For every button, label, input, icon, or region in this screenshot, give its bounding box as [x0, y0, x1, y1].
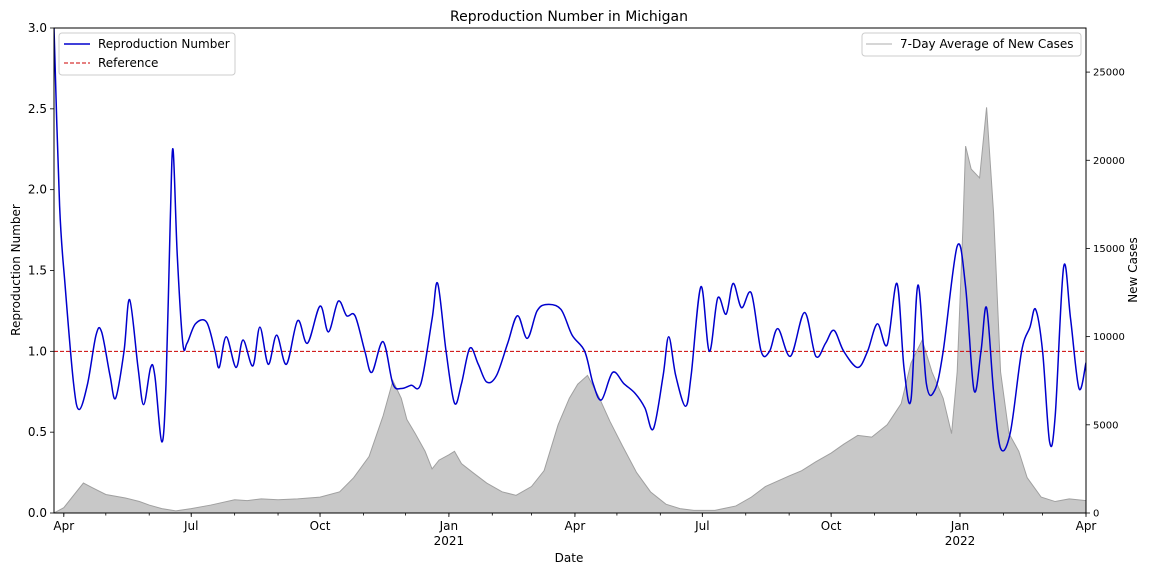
y-axis-right: 0 5000 10000 15000 20000 25000: [1086, 68, 1125, 520]
y-tick-label: 3.0: [28, 21, 47, 35]
y-tick-label: 2.5: [28, 102, 47, 116]
y-axis-left: 0.0 0.5 1.0 1.5 2.0 2.5 3.0: [28, 21, 54, 520]
y2-tick-label: 20000: [1093, 156, 1125, 167]
legend-right-box: [861, 32, 1082, 57]
x-tick-year-label: 2022: [945, 534, 976, 548]
chart-title: Reproduction Number in Michigan: [450, 9, 688, 25]
x-tick-year-label: 2021: [434, 534, 465, 548]
y2-tick-label: 15000: [1093, 244, 1125, 255]
legend-left-box: [58, 32, 236, 76]
legend-left: Reproduction Number Reference: [58, 32, 236, 76]
y2-tick-label: 10000: [1093, 332, 1125, 343]
legend-label-rt: Reproduction Number: [98, 37, 230, 51]
y2-tick-label: 5000: [1093, 420, 1118, 431]
y-tick-label: 1.0: [28, 344, 47, 358]
x-tick-label: Oct: [821, 519, 842, 533]
legend-right: 7-Day Average of New Cases: [861, 32, 1082, 57]
x-tick-label: Jul: [183, 519, 198, 533]
y2-axis-title: New Cases: [1126, 237, 1140, 303]
x-tick-label: Apr: [53, 519, 74, 533]
x-axis-title: Date: [555, 551, 584, 565]
legend-label-cases: 7-Day Average of New Cases: [900, 37, 1074, 51]
y-tick-label: 0.5: [28, 425, 47, 439]
y-tick-label: 2.0: [28, 183, 47, 197]
x-tick-label: Jan: [950, 519, 970, 533]
x-tick-label: Oct: [310, 519, 331, 533]
x-tick-label: Jul: [694, 519, 709, 533]
y-tick-label: 0.0: [28, 506, 47, 520]
y2-tick-label: 0: [1093, 509, 1099, 520]
x-tick-label: Apr: [1076, 519, 1097, 533]
x-tick-label: Jan: [439, 519, 459, 533]
y-axis-title: Reproduction Number: [9, 204, 23, 336]
rt-line: [54, 28, 1086, 452]
y2-tick-label: 25000: [1093, 68, 1125, 79]
legend-label-reference: Reference: [98, 56, 158, 70]
plot-area: [54, 28, 1086, 513]
x-tick-label: Apr: [565, 519, 586, 533]
y-tick-label: 1.5: [28, 264, 47, 278]
cases-line: [54, 107, 1086, 513]
